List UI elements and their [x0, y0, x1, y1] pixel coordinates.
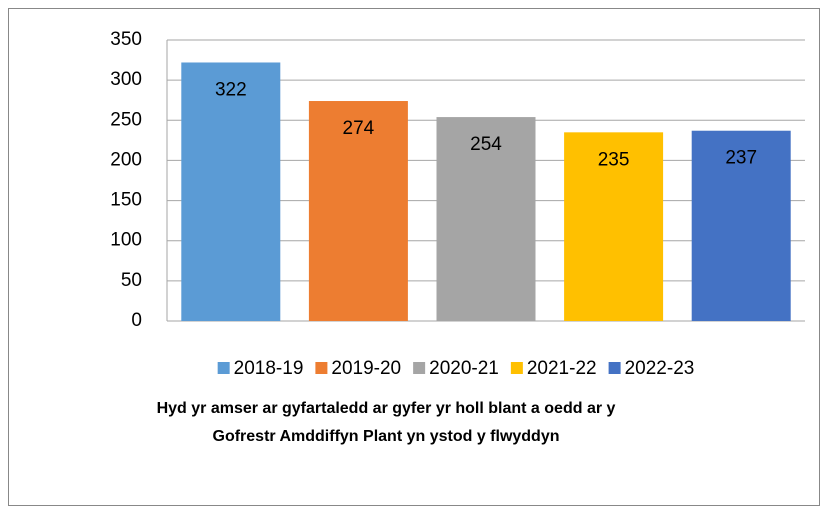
legend-label: 2018-19 [234, 358, 304, 379]
y-tick-label: 50 [121, 270, 142, 291]
legend-label: 2022-23 [625, 358, 695, 379]
data-label: 235 [598, 149, 630, 170]
bar [564, 132, 664, 321]
y-tick-label: 0 [131, 310, 142, 331]
chart-border [8, 8, 820, 506]
legend-swatch [510, 362, 523, 374]
data-label: 237 [725, 148, 757, 169]
legend-label: 2019-20 [331, 358, 401, 379]
y-tick-label: 100 [110, 230, 142, 251]
y-tick-label: 250 [110, 109, 142, 130]
legend-swatch [217, 362, 230, 374]
legend-swatch [315, 362, 328, 374]
legend-swatch [608, 362, 621, 374]
bar [308, 101, 408, 321]
data-label: 322 [215, 79, 247, 100]
legend-label: 2020-21 [429, 358, 499, 379]
data-label: 274 [343, 118, 375, 139]
y-tick-label: 200 [110, 149, 142, 170]
y-tick-label: 300 [110, 69, 142, 90]
data-label: 254 [470, 134, 502, 155]
chart-title: Gofrestr Amddiffyn Plant yn ystod y flwy… [213, 428, 560, 445]
bar [181, 62, 281, 321]
y-tick-label: 150 [110, 190, 142, 211]
bar [436, 117, 536, 322]
legend-label: 2021-22 [527, 358, 597, 379]
bar [691, 130, 791, 321]
chart-title: Hyd yr amser ar gyfartaledd ar gyfer yr … [157, 400, 616, 417]
legend-swatch [413, 362, 426, 374]
y-tick-label: 350 [110, 29, 142, 50]
